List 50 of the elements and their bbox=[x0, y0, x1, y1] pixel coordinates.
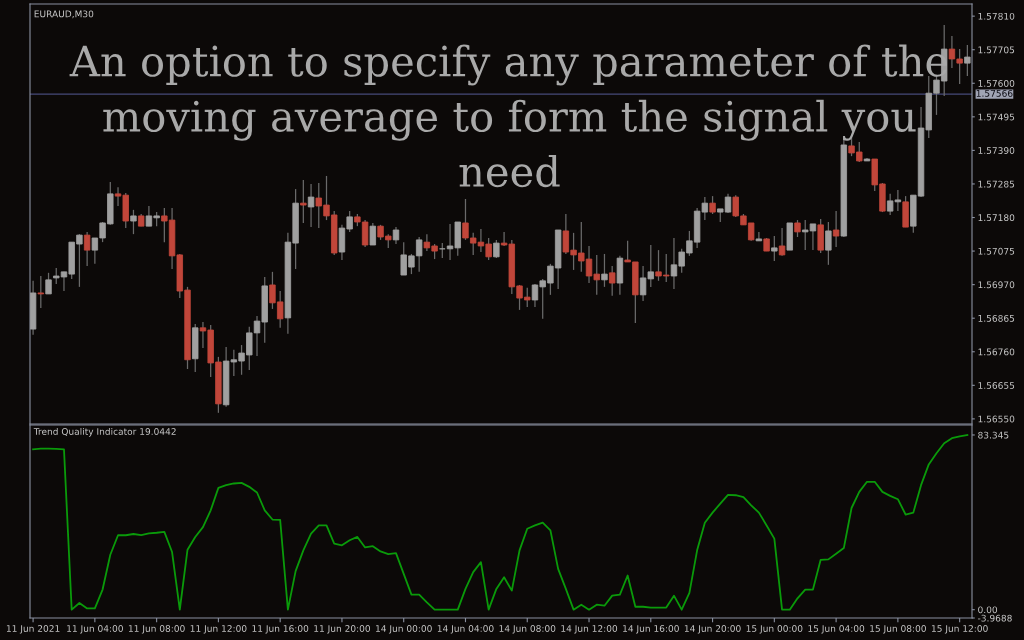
y-tick-label: 1.57600 bbox=[978, 80, 1015, 87]
y-tick-label: 1.57705 bbox=[978, 46, 1015, 54]
candlestick bbox=[45, 272, 52, 295]
y-tick-label: 1.57285 bbox=[978, 180, 1015, 188]
candlestick bbox=[608, 265, 616, 297]
chart-title: Trend Quality Indicator 19.0442 bbox=[33, 427, 176, 437]
y-tick-label: 1.57075 bbox=[978, 247, 1015, 255]
candlestick bbox=[778, 227, 786, 257]
y-tick-label: 83.345 bbox=[978, 431, 1009, 439]
x-tick-label: 14 Jun 16:00 bbox=[623, 625, 679, 634]
x-tick-label: 14 Jun 00:00 bbox=[376, 625, 432, 634]
y-tick-label: 1.56550 bbox=[978, 415, 1015, 423]
candlestick bbox=[83, 231, 91, 267]
x-tick-label: 15 Jun 04:00 bbox=[808, 625, 865, 634]
candlestick bbox=[130, 209, 137, 235]
candlestick bbox=[601, 253, 608, 288]
y-tick-label: 1.57495 bbox=[978, 113, 1015, 121]
candlestick bbox=[300, 179, 307, 224]
x-tick-label: 11 Jun 04:00 bbox=[67, 625, 123, 634]
text: EURAUD,M30 bbox=[34, 10, 94, 19]
x-tick-label: 14 Jun 04:00 bbox=[437, 625, 494, 634]
candlestick bbox=[307, 183, 315, 228]
y-tick-label: 1.57390 bbox=[978, 147, 1015, 154]
x-tick-label: 14 Jun 20:00 bbox=[684, 625, 741, 634]
y-tick-label: 1.57180 bbox=[978, 214, 1015, 222]
x-tick-label: 11 Jun 12:00 bbox=[190, 625, 247, 634]
x-tick-label: 15 Jun 00:00 bbox=[746, 625, 803, 634]
y-tick-label: 1.56970 bbox=[978, 281, 1015, 289]
x-tick-label: 11 Jun 20:00 bbox=[314, 625, 371, 634]
candlestick bbox=[825, 221, 832, 266]
y-tick-label: 0.00 bbox=[978, 606, 998, 614]
x-tick-label: 14 Jun 08:00 bbox=[499, 625, 556, 634]
x-tick-label: 11 Jun 2021 bbox=[6, 625, 60, 634]
candlestick bbox=[37, 275, 45, 309]
candlestick bbox=[369, 222, 377, 246]
x-tick-label: 11 Jun 16:00 bbox=[252, 625, 309, 634]
y-tick-label: 1.56655 bbox=[978, 382, 1015, 389]
x-tick-label: 15 Jun 12:00 bbox=[931, 625, 988, 634]
x-tick-label: 14 Jun 12:00 bbox=[561, 625, 618, 634]
x-tick-label: 11 Jun 08:00 bbox=[128, 625, 185, 634]
ref-line-label: 1.57566 bbox=[976, 89, 1013, 97]
candlestick bbox=[832, 210, 840, 248]
x-tick-label: 15 Jun 08:00 bbox=[870, 625, 926, 634]
y-tick-label: 1.57810 bbox=[978, 12, 1015, 20]
candlestick bbox=[771, 235, 778, 262]
candlestick bbox=[755, 231, 763, 242]
candlestick bbox=[493, 239, 500, 259]
y-tick-label: 1.56865 bbox=[978, 314, 1015, 322]
y-tick-label: 1.56760 bbox=[978, 348, 1015, 356]
y-tick-label: -3.9688 bbox=[978, 614, 1012, 622]
